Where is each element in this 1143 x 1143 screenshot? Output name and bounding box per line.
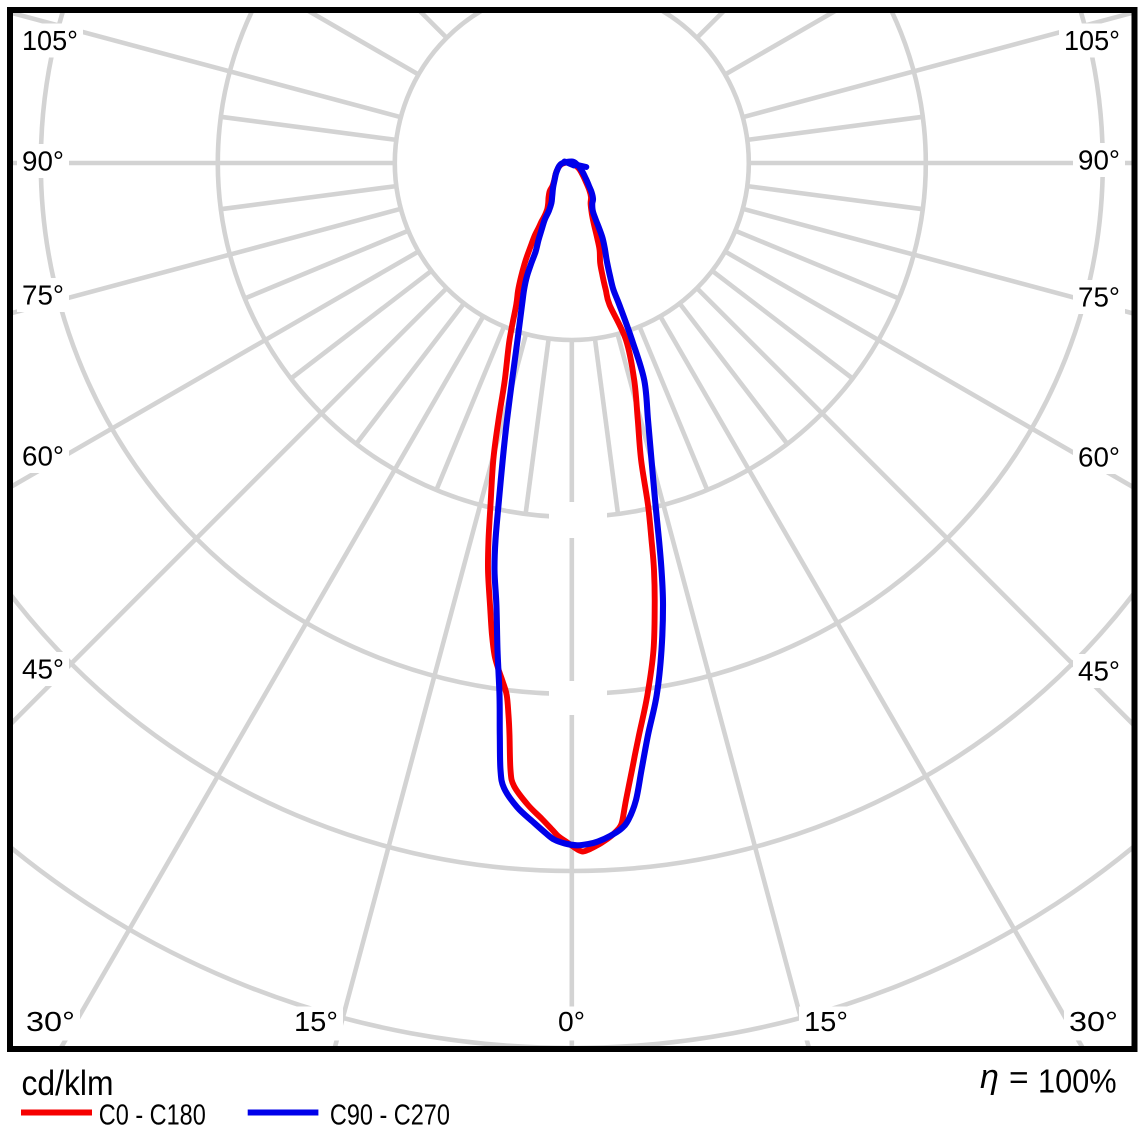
svg-text:90°: 90° [22,145,64,176]
svg-text:30°: 30° [1069,1006,1118,1037]
svg-text:75°: 75° [1078,281,1120,312]
svg-text:15°: 15° [804,1006,848,1037]
svg-text:45°: 45° [22,654,64,685]
svg-text:=: = [1009,1060,1029,1097]
svg-text:60°: 60° [1078,441,1120,472]
svg-text:30°: 30° [26,1006,75,1037]
svg-text:C90 - C270: C90 - C270 [330,1100,450,1132]
svg-text:15°: 15° [294,1006,338,1037]
svg-text:η: η [980,1058,999,1096]
svg-text:60°: 60° [22,440,64,471]
svg-text:cd/klm: cd/klm [22,1064,114,1103]
svg-text:90°: 90° [1078,144,1120,175]
svg-text:105°: 105° [22,25,78,56]
svg-text:0°: 0° [558,1006,585,1037]
svg-text:75°: 75° [22,279,64,310]
svg-text:45°: 45° [1078,656,1120,687]
svg-text:C0 - C180: C0 - C180 [99,1100,206,1132]
svg-text:105°: 105° [1064,25,1120,56]
svg-text:100%: 100% [1038,1064,1117,1101]
